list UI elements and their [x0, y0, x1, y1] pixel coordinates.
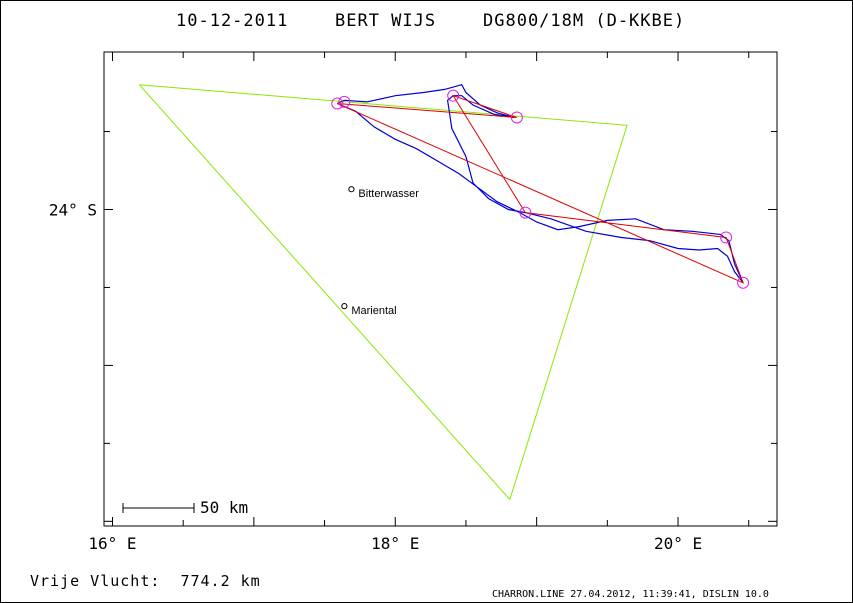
turnpoint-markers — [331, 89, 750, 289]
x-tick-label: 18° E — [371, 534, 419, 553]
fai-triangle — [138, 84, 628, 501]
gps-track — [337, 83, 744, 284]
y-axis-labels: 24° S — [49, 200, 97, 219]
plot-area — [103, 51, 778, 527]
pilot-name: BERT WIJS — [335, 11, 436, 31]
x-axis-labels: 16° E 18° E 20° E — [88, 534, 702, 553]
task-route — [337, 94, 744, 284]
turnpoint-2 — [338, 95, 351, 108]
turnpoint-3 — [510, 111, 523, 124]
scale-bar-label: 50 km — [200, 498, 248, 517]
turnpoint-4 — [447, 89, 460, 102]
software-credit: CHARRON.LINE 27.04.2012, 11:39:41, DISLI… — [492, 589, 769, 600]
free-flight-distance: Vrije Vlucht: 774.2 km — [30, 572, 261, 590]
mariental-label: Mariental — [351, 305, 396, 317]
flight-date: 10-12-2011 — [176, 11, 288, 31]
x-tick-label: 16° E — [88, 534, 136, 553]
turnpoint-7 — [737, 276, 750, 289]
turnpoint-5 — [519, 206, 532, 219]
turnpoint-6 — [720, 231, 733, 244]
place-markers: Bitterwasser Mariental — [341, 186, 419, 317]
scale-bar: 50 km — [122, 498, 248, 517]
x-tick-label: 20° E — [654, 534, 702, 553]
y-tick-label: 24° S — [49, 200, 97, 219]
bitterwasser-label: Bitterwasser — [358, 188, 419, 200]
axis-ticks — [104, 52, 777, 526]
mariental-marker — [341, 303, 348, 310]
turnpoint-1 — [331, 97, 344, 110]
bitterwasser-marker — [348, 186, 355, 193]
glider-type: DG800/18M (D-KKBE) — [483, 11, 685, 31]
